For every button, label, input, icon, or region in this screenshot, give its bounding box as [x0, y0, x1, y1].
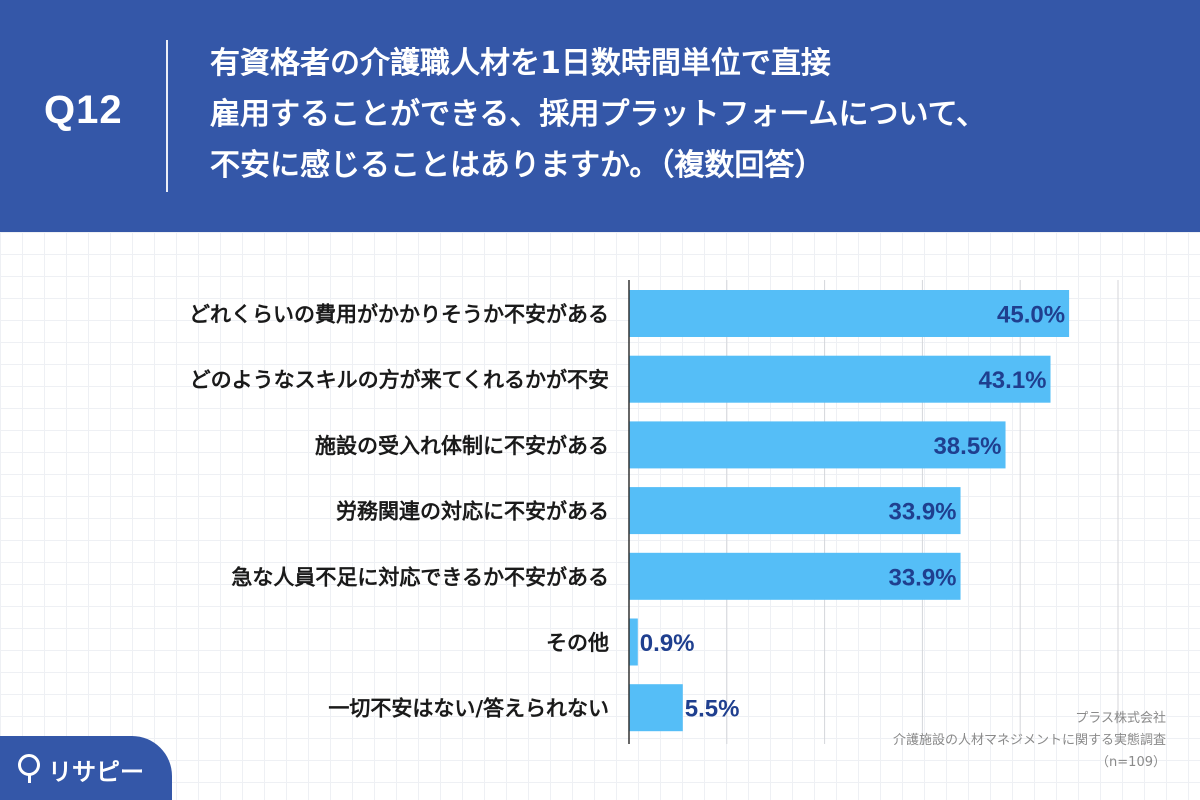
bar-chart: どれくらいの費用がかかりそうか不安がある 45.0% どのようなスキルの方が来てくれ… [189, 280, 1119, 744]
category-label: 急な人員不足に対応できるか不安がある [231, 565, 609, 589]
header-divider [166, 40, 168, 192]
source-survey: 介護施設の人材マネジメントに関する実態調査 [892, 733, 1166, 748]
bar [629, 290, 1070, 337]
question-header: Q12 有資格者の介護職人材を1日数時間単位で直接 雇用することができる、採用プ… [0, 0, 1200, 232]
bar [629, 684, 683, 732]
question-title: 有資格者の介護職人材を1日数時間単位で直接 雇用することができる、採用プラットフ… [210, 38, 1170, 191]
category-label: どのようなスキルの方が来てくれるかが不安 [190, 368, 609, 392]
data-label: 43.1% [978, 367, 1046, 394]
category-label: その他 [546, 631, 609, 655]
bar [629, 618, 638, 666]
logo-text: リサピー [48, 758, 144, 786]
category-label: 一切不安はない/答えられない [328, 697, 609, 721]
pin-icon [18, 754, 40, 783]
question-title-line-2: 雇用することができる、採用プラットフォームについて、 [210, 97, 987, 132]
source-sample-size: （n=109） [1096, 755, 1166, 770]
category-label: 労務関連の対応に不安がある [336, 500, 609, 524]
data-label: 5.5% [685, 696, 740, 723]
chart-panel: どれくらいの費用がかかりそうか不安がある 45.0% どのようなスキルの方が来てくれ… [0, 232, 1200, 800]
data-label: 45.0% [997, 302, 1065, 329]
question-title-line-3: 不安に感じることはありますか。（複数回答） [210, 148, 825, 183]
bar [629, 487, 961, 535]
category-label: 施設の受入れ体制に不安がある [315, 434, 609, 458]
source-note: プラス株式会社 介護施設の人材マネジメントに関する実態調査 （n=109） [893, 708, 1166, 774]
question-number: Q12 [44, 88, 123, 132]
data-label: 0.9% [640, 630, 695, 657]
category-label: どれくらいの費用がかかりそうか不安がある [189, 303, 609, 327]
data-label: 33.9% [888, 499, 956, 526]
bar [629, 355, 1051, 403]
bar [629, 552, 961, 600]
data-label: 33.9% [888, 564, 956, 591]
data-label: 38.5% [933, 433, 1001, 460]
source-company: プラス株式会社 [1075, 711, 1166, 726]
bar [629, 421, 1006, 469]
question-title-line-1: 有資格者の介護職人材を1日数時間単位で直接 [210, 46, 831, 81]
brand-logo: リサピー [0, 736, 172, 800]
